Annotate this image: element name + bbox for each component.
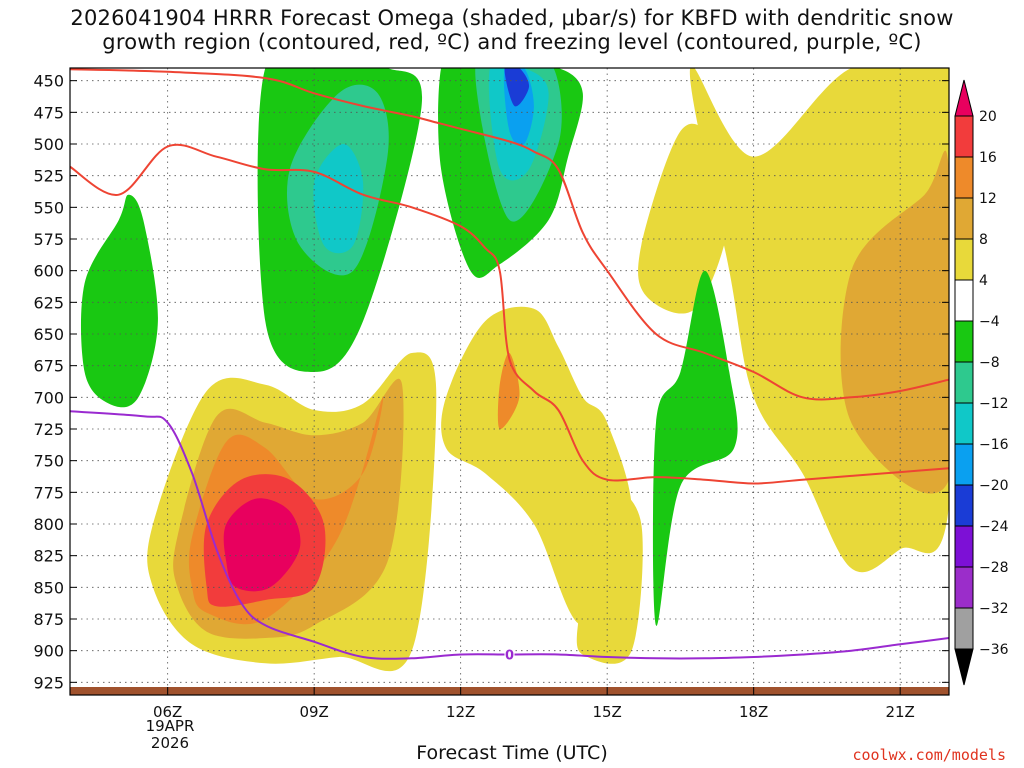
x-axis-label: Forecast Time (UTC) [416,742,608,764]
y-tick-label-1: 475 [33,103,64,122]
y-tick-label-5: 575 [33,230,64,249]
colorbar-box-7 [954,361,974,404]
colorbar-tick-label-4: 4 [979,273,988,289]
x-tick-label-5: 21Z [885,703,914,721]
date-label: 19APR 2026 [120,718,220,752]
omega-shading [80,68,949,672]
y-tick-label-16: 850 [33,578,64,597]
date-label-line-2: 2026 [150,734,190,752]
omega-region-2 [576,491,643,664]
colorbar-tick-label-7: −12 [979,396,1009,412]
contour-line-0 [70,68,949,401]
y-tick-label-18: 900 [33,642,64,661]
freezing-level-label: 0 [505,648,514,663]
contour-line-2 [70,410,949,660]
colorbar-box-9 [954,443,974,486]
colorbar-box-10 [954,484,974,527]
y-axis: 450 475 500 525 550 575 600 625 650 675 700 725 750 7… [33,72,949,692]
colorbar-box-3 [954,197,974,240]
colorbar-tick-label-0: 20 [979,109,997,125]
contour-lines: 0 [70,68,949,663]
y-tick-label-11: 725 [33,420,64,439]
y-tick-label-14: 800 [33,515,64,534]
omega-region-20 [504,68,530,107]
colorbar-tick-label-3: 8 [979,232,988,248]
colorbar-tick-label-12: −32 [979,601,1009,617]
y-tick-label-6: 600 [33,262,64,281]
colorbar-box-12 [954,566,974,609]
colorbar-box-5 [954,279,974,322]
y-tick-label-17: 875 [33,610,64,629]
contour-line-1 [70,143,949,485]
x-tick-label-0: 06Z [153,703,182,721]
credit-link[interactable]: coolwx.com/models [852,746,1006,764]
x-tick-label-1: 09Z [299,703,328,721]
colorbar-tick-label-1: 16 [979,150,997,166]
colorbar-bottom-arrow [954,648,974,686]
y-tick-label-0: 450 [33,72,64,91]
x-tick-label-2: 12Z [446,703,475,721]
y-tick-label-3: 525 [33,167,64,186]
y-tick-label-8: 650 [33,325,64,344]
colorbar-box-6 [954,320,974,363]
omega-region-3 [638,123,730,314]
colorbar-tick-label-11: −28 [979,560,1009,576]
colorbar-tick-label-5: −4 [979,314,1000,330]
y-tick-label-10: 700 [33,388,64,407]
colorbar-tick-label-9: −20 [979,478,1009,494]
omega-region-6 [840,150,949,494]
colorbar-box-13 [954,607,974,650]
date-label-line-1: 19APR [145,717,195,735]
colorbar-tick-label-6: −8 [979,355,1000,371]
colorbar-tick-label-8: −16 [979,437,1009,453]
colorbar-box-1 [954,115,974,158]
omega-region-10 [223,498,301,592]
y-tick-label-12: 750 [33,452,64,471]
colorbar-box-11 [954,525,974,568]
ground-strip [70,687,949,695]
colorbar-top-arrow [954,79,974,117]
y-tick-label-9: 675 [33,357,64,376]
x-tick-label-4: 18Z [739,703,768,721]
y-tick-label-2: 500 [33,135,64,154]
omega-region-17 [313,144,364,254]
y-tick-label-13: 775 [33,483,64,502]
grid-lines [70,68,949,695]
title-line-1: 2026041904 HRRR Forecast Omega (shaded, … [70,6,954,30]
colorbar: 20 16 12 8 4 −4 −8 −12 −16 −20 −24 −28 −32 −36 [954,79,1009,686]
colorbar-tick-label-2: 12 [979,191,997,207]
x-axis: 06Z 09Z 12Z 15Z 18Z 21Z [153,687,915,721]
freezing-label-bg [504,646,515,661]
colorbar-tick-label-13: −36 [979,642,1009,658]
colorbar-box-2 [954,156,974,199]
y-tick-label-7: 625 [33,293,64,312]
plot-frame [69,67,950,696]
y-tick-label-4: 550 [33,198,64,217]
omega-region-13 [80,194,158,408]
colorbar-tick-label-10: −24 [979,519,1009,535]
colorbar-box-4 [954,238,974,281]
omega-region-1 [441,306,633,626]
x-tick-label-3: 15Z [592,703,621,721]
omega-region-14 [652,270,738,626]
colorbar-box-8 [954,402,974,445]
chart-title: 2026041904 HRRR Forecast Omega (shaded, … [0,6,1024,54]
y-tick-label-15: 825 [33,547,64,566]
y-tick-label-19: 925 [33,673,64,692]
title-line-2: growth region (contoured, red, ºC) and f… [102,30,922,54]
